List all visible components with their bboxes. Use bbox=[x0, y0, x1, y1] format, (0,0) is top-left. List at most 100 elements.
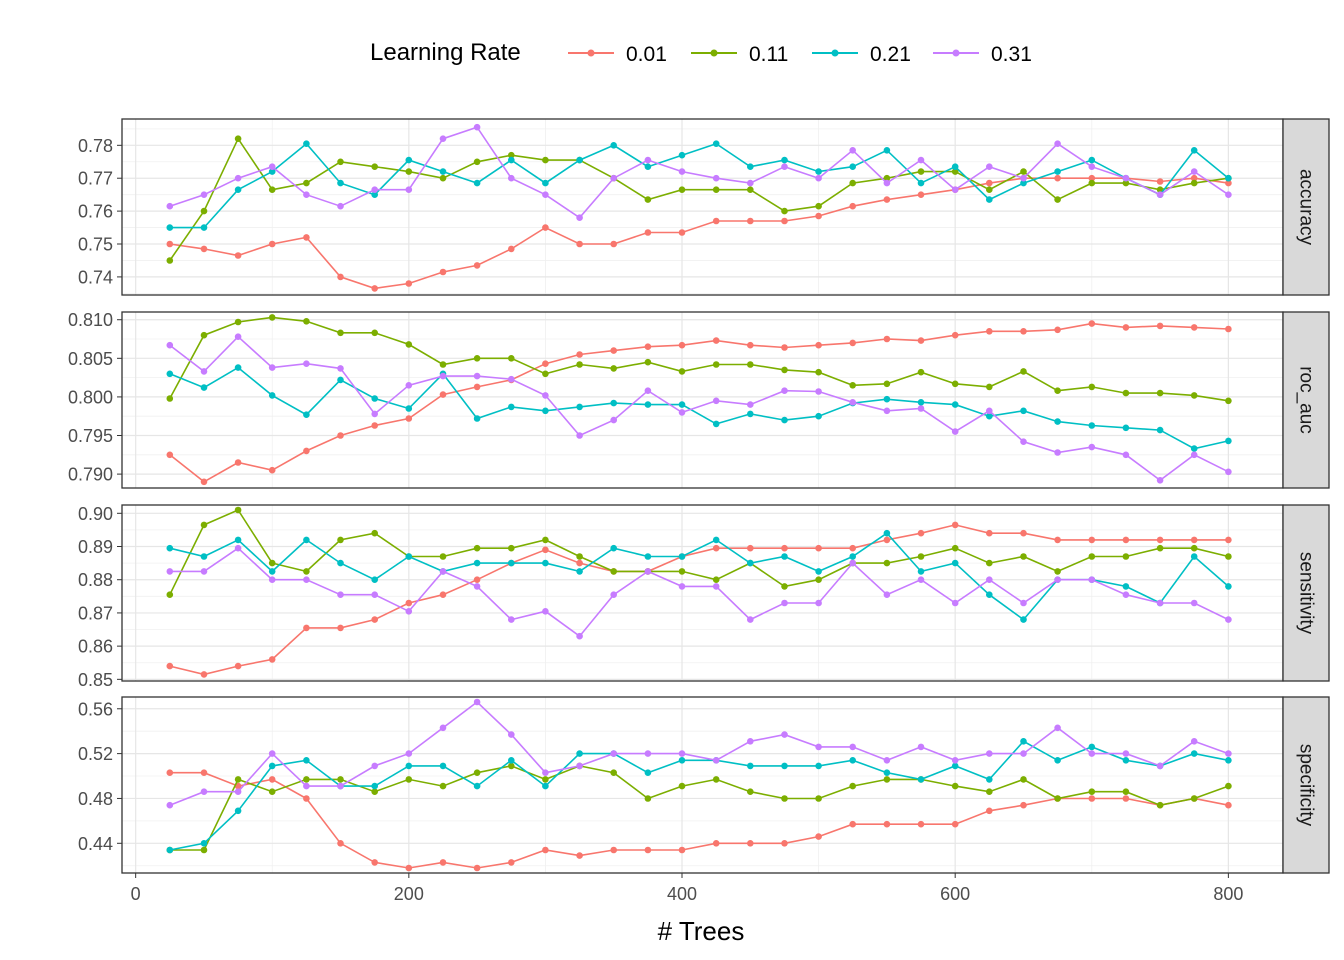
data-point bbox=[234, 333, 242, 341]
data-point bbox=[849, 339, 856, 347]
data-point bbox=[610, 240, 617, 248]
data-point bbox=[1190, 599, 1198, 607]
facet-strip-specificity: specificity bbox=[1282, 696, 1330, 874]
data-point bbox=[1190, 445, 1198, 452]
data-point bbox=[1190, 392, 1198, 399]
data-point bbox=[644, 769, 652, 776]
data-point bbox=[200, 478, 208, 486]
data-point bbox=[815, 388, 822, 395]
data-point bbox=[917, 820, 925, 828]
data-point bbox=[542, 224, 549, 231]
data-point bbox=[234, 135, 242, 142]
data-point bbox=[337, 432, 344, 439]
data-point bbox=[542, 546, 549, 554]
data-point bbox=[268, 364, 276, 371]
data-point bbox=[951, 163, 959, 170]
data-point bbox=[542, 179, 549, 187]
data-point bbox=[166, 240, 174, 248]
data-point bbox=[678, 568, 686, 575]
data-point bbox=[1020, 179, 1027, 187]
data-point bbox=[1156, 477, 1164, 484]
legend: Learning Rate 0.01 0.11 0.21 0.31 bbox=[370, 39, 1032, 66]
data-point bbox=[849, 743, 856, 751]
data-point bbox=[678, 553, 686, 560]
data-point bbox=[747, 762, 754, 770]
data-point bbox=[166, 370, 174, 378]
data-point bbox=[439, 591, 447, 598]
data-point bbox=[610, 846, 617, 854]
data-point bbox=[1225, 468, 1232, 476]
data-point bbox=[1054, 724, 1061, 732]
data-point bbox=[986, 750, 993, 757]
data-point bbox=[371, 616, 379, 623]
data-point bbox=[508, 544, 515, 552]
data-point bbox=[644, 229, 652, 236]
data-point bbox=[576, 750, 583, 757]
data-point bbox=[200, 521, 208, 529]
data-point bbox=[986, 591, 993, 598]
data-point bbox=[576, 156, 583, 164]
data-point bbox=[1190, 795, 1198, 802]
data-point bbox=[712, 337, 720, 344]
data-point bbox=[986, 529, 993, 537]
data-point bbox=[747, 179, 754, 187]
data-point bbox=[883, 380, 891, 388]
data-point bbox=[337, 776, 344, 783]
data-point bbox=[1156, 389, 1164, 397]
data-point bbox=[371, 285, 379, 292]
data-point bbox=[644, 156, 652, 164]
data-point bbox=[200, 384, 208, 391]
facet-strip-roc-auc: roc_auc bbox=[1282, 311, 1330, 489]
data-point bbox=[610, 568, 617, 575]
data-point bbox=[1020, 438, 1027, 446]
data-point bbox=[815, 599, 822, 607]
data-point bbox=[1054, 568, 1061, 575]
data-point bbox=[439, 268, 447, 276]
data-point bbox=[815, 368, 822, 376]
data-point bbox=[1054, 174, 1061, 182]
data-point bbox=[576, 432, 583, 439]
series-line bbox=[169, 316, 1229, 402]
data-point bbox=[678, 409, 686, 416]
series-line bbox=[169, 137, 1229, 261]
data-point bbox=[610, 142, 617, 149]
data-point bbox=[1225, 536, 1232, 544]
data-point bbox=[508, 859, 515, 866]
data-point bbox=[1020, 368, 1027, 375]
data-point bbox=[1088, 576, 1096, 583]
data-point bbox=[1122, 750, 1130, 757]
data-point bbox=[1054, 387, 1061, 395]
data-point bbox=[200, 553, 208, 560]
data-point bbox=[1156, 536, 1164, 544]
legend-marker-0-01 bbox=[587, 49, 595, 57]
data-point bbox=[1225, 191, 1232, 198]
data-point bbox=[1190, 738, 1198, 745]
legend-label-0-11: 0.11 bbox=[749, 43, 788, 66]
data-point bbox=[542, 370, 549, 378]
data-point bbox=[576, 240, 583, 248]
data-point bbox=[166, 769, 174, 776]
data-point bbox=[951, 331, 959, 339]
data-point bbox=[1156, 322, 1164, 330]
data-point bbox=[917, 168, 925, 175]
data-point bbox=[815, 341, 822, 349]
data-point bbox=[337, 782, 344, 790]
data-point bbox=[439, 762, 447, 770]
data-point bbox=[337, 840, 344, 847]
data-point bbox=[951, 762, 959, 770]
data-point bbox=[849, 559, 856, 567]
data-point bbox=[1190, 179, 1198, 187]
data-point bbox=[781, 217, 788, 225]
data-point bbox=[1122, 553, 1130, 560]
data-point bbox=[371, 782, 379, 790]
series-line bbox=[169, 366, 1229, 450]
data-point bbox=[268, 240, 276, 248]
data-point bbox=[303, 318, 310, 325]
data-point bbox=[951, 782, 959, 790]
data-point bbox=[781, 156, 788, 164]
data-point bbox=[883, 757, 891, 764]
data-point bbox=[576, 214, 583, 221]
data-point bbox=[917, 776, 925, 783]
data-point bbox=[917, 529, 925, 537]
data-point bbox=[200, 568, 208, 575]
